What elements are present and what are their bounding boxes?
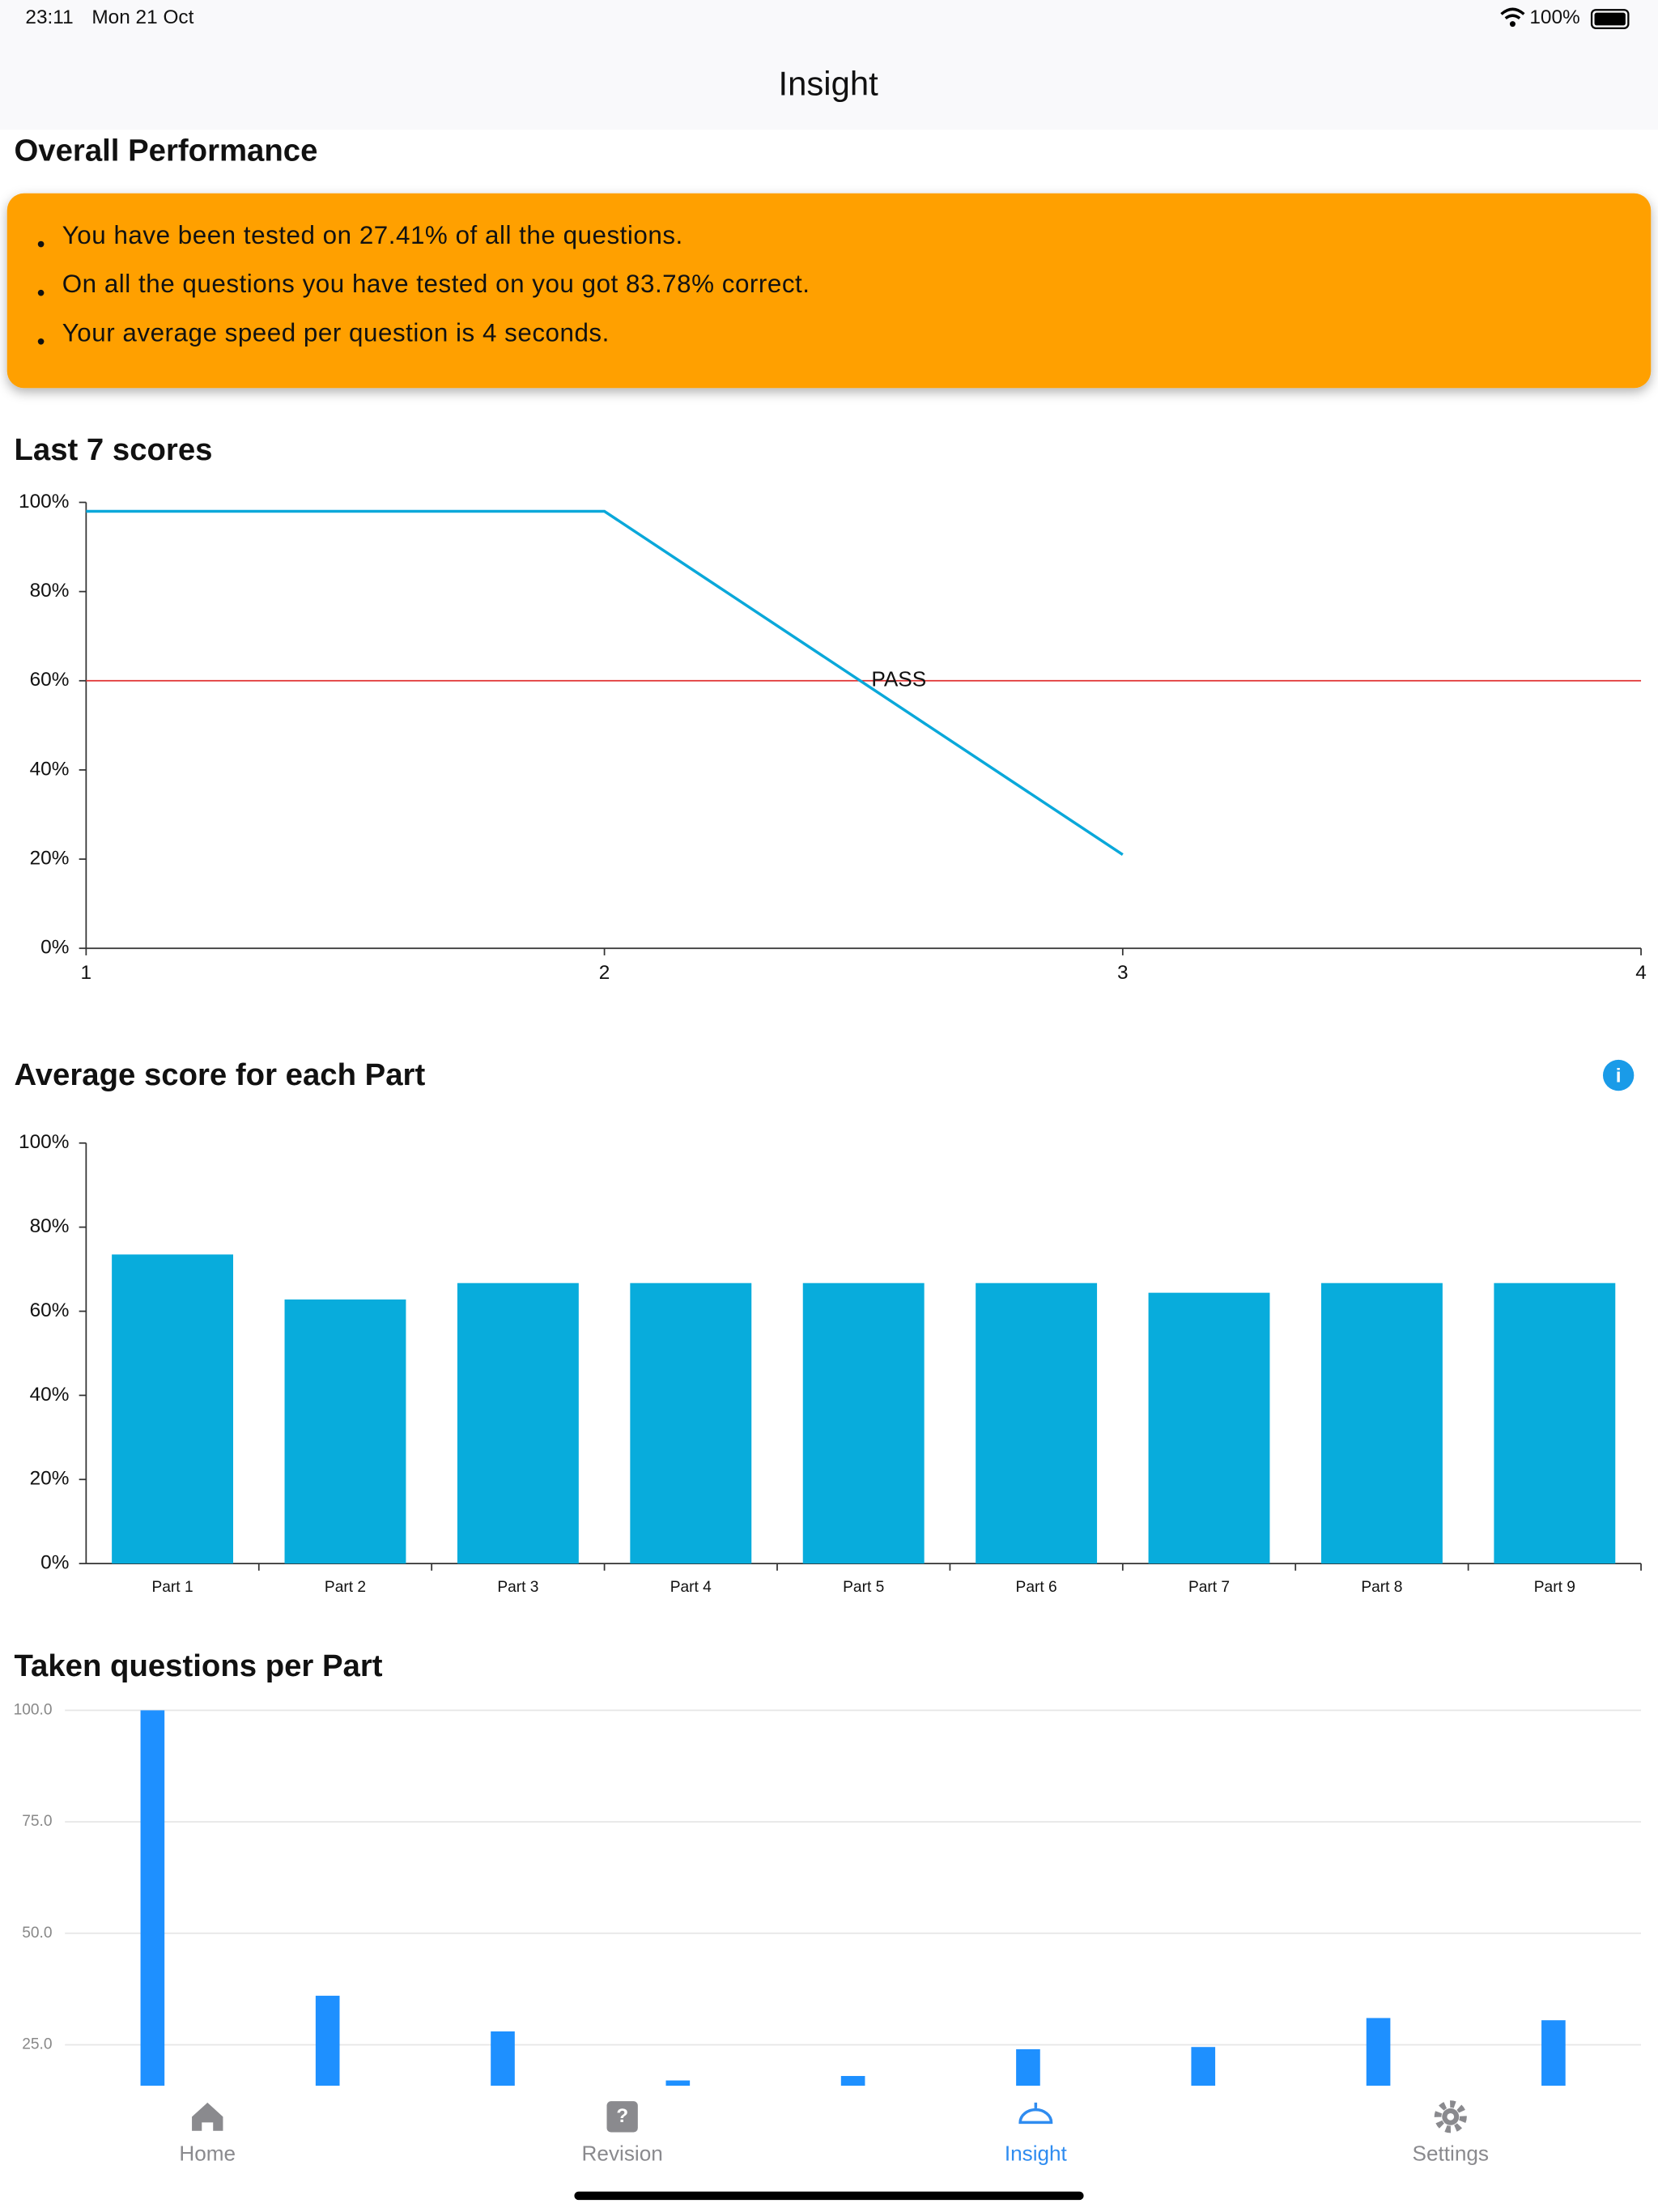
x-tick-label: Part 6 [1016, 1579, 1057, 1596]
y-tick-label: 80% [30, 580, 70, 602]
status-time: 23:11 [25, 6, 73, 28]
tab-label[interactable]: Home [179, 2141, 236, 2165]
wifi-dot [1509, 21, 1516, 28]
x-tick-label: 2 [599, 962, 610, 984]
y-tick-label: 20% [30, 1468, 70, 1490]
tab-bar-bg [0, 2086, 1658, 2212]
bar [457, 1283, 579, 1564]
bar [1494, 1283, 1616, 1564]
tab-bar: ? Home Revision Insight Settings [0, 2086, 1658, 2212]
bar [630, 1283, 752, 1564]
settings-hole [1447, 2112, 1455, 2121]
y-tick-label: 0% [40, 1552, 69, 1574]
tab-label[interactable]: Settings [1413, 2141, 1489, 2165]
y-tick-label: 80% [30, 1215, 70, 1237]
y-tick-label: 40% [30, 758, 70, 780]
x-tick-label: Part 7 [1188, 1579, 1230, 1596]
status-battery: 100% [1529, 6, 1579, 28]
y-tick-label: 100% [19, 491, 69, 513]
status-date: Mon 21 Oct [91, 6, 193, 28]
x-tick-label: Part 5 [843, 1579, 884, 1596]
revision-icon [606, 2101, 638, 2133]
info-button[interactable] [1602, 1059, 1635, 1091]
insight-icon [1018, 2102, 1053, 2125]
tab-label[interactable]: Insight [1005, 2141, 1068, 2165]
bar [1320, 1283, 1443, 1564]
home-icon [192, 2102, 223, 2131]
battery-icon [1590, 9, 1630, 29]
bullet-dot [37, 240, 45, 248]
bar [284, 1299, 406, 1564]
y-tick-label: 60% [30, 1300, 70, 1321]
y-tick-label: 100.0 [14, 1701, 53, 1718]
x-tick-label: Part 4 [670, 1579, 712, 1596]
settings-icon [1434, 2100, 1467, 2133]
bar [140, 1710, 165, 2157]
bar [802, 1283, 925, 1564]
x-tick-label: 4 [1635, 962, 1647, 984]
score-line [86, 509, 1124, 857]
bullet-text: On all the questions you have tested on … [62, 270, 810, 298]
y-tick-label: 100% [19, 1131, 69, 1153]
revision-glyph: ? [616, 2105, 628, 2127]
charts: 0% 20% 40% 60% 80% 100% 1 2 3 4 PASS 0% 20% 40% 60% 80%… [14, 491, 1647, 2157]
chart-title: Average score for each Part [14, 1057, 425, 1092]
performance-card [6, 193, 1652, 389]
header-bg [0, 0, 1658, 130]
wifi-icon [1500, 7, 1525, 20]
x-tick-label: Part 1 [152, 1579, 193, 1596]
bar [112, 1254, 234, 1564]
y-tick-label: 50.0 [22, 1925, 52, 1942]
tab-label[interactable]: Revision [582, 2141, 663, 2165]
x-tick-label: Part 9 [1534, 1579, 1575, 1596]
bullet-list: You have been tested on 27.41% of all th… [37, 221, 810, 347]
bullet-dot [37, 289, 45, 296]
chart-title: Last 7 scores [14, 432, 212, 467]
y-tick-label: 60% [30, 669, 70, 691]
x-tick-label: Part 3 [497, 1579, 538, 1596]
battery-level [1594, 12, 1626, 26]
section-title: Overall Performance [14, 133, 317, 168]
x-tick-label: 3 [1117, 962, 1129, 984]
x-tick-label: Part 2 [325, 1579, 366, 1596]
nav-title: Insight [779, 64, 879, 102]
bar [1148, 1292, 1270, 1564]
y-tick-label: 75.0 [22, 1813, 52, 1830]
chart-title: Taken questions per Part [14, 1648, 382, 1683]
bullet-dot [37, 338, 45, 345]
x-tick-label: Part 8 [1361, 1579, 1402, 1596]
bullet-text: Your average speed per question is 4 sec… [62, 318, 610, 347]
bullet-text: You have been tested on 27.41% of all th… [62, 221, 683, 249]
home-indicator [574, 2191, 1084, 2201]
y-tick-label: 25.0 [22, 2036, 52, 2053]
x-tick-label: 1 [81, 962, 92, 984]
pass-label: PASS [871, 667, 926, 691]
y-tick-label: 0% [40, 937, 69, 959]
y-tick-label: 40% [30, 1384, 70, 1406]
info-glyph: i [1616, 1065, 1622, 1087]
y-tick-label: 20% [30, 848, 70, 870]
bar [976, 1283, 1098, 1564]
